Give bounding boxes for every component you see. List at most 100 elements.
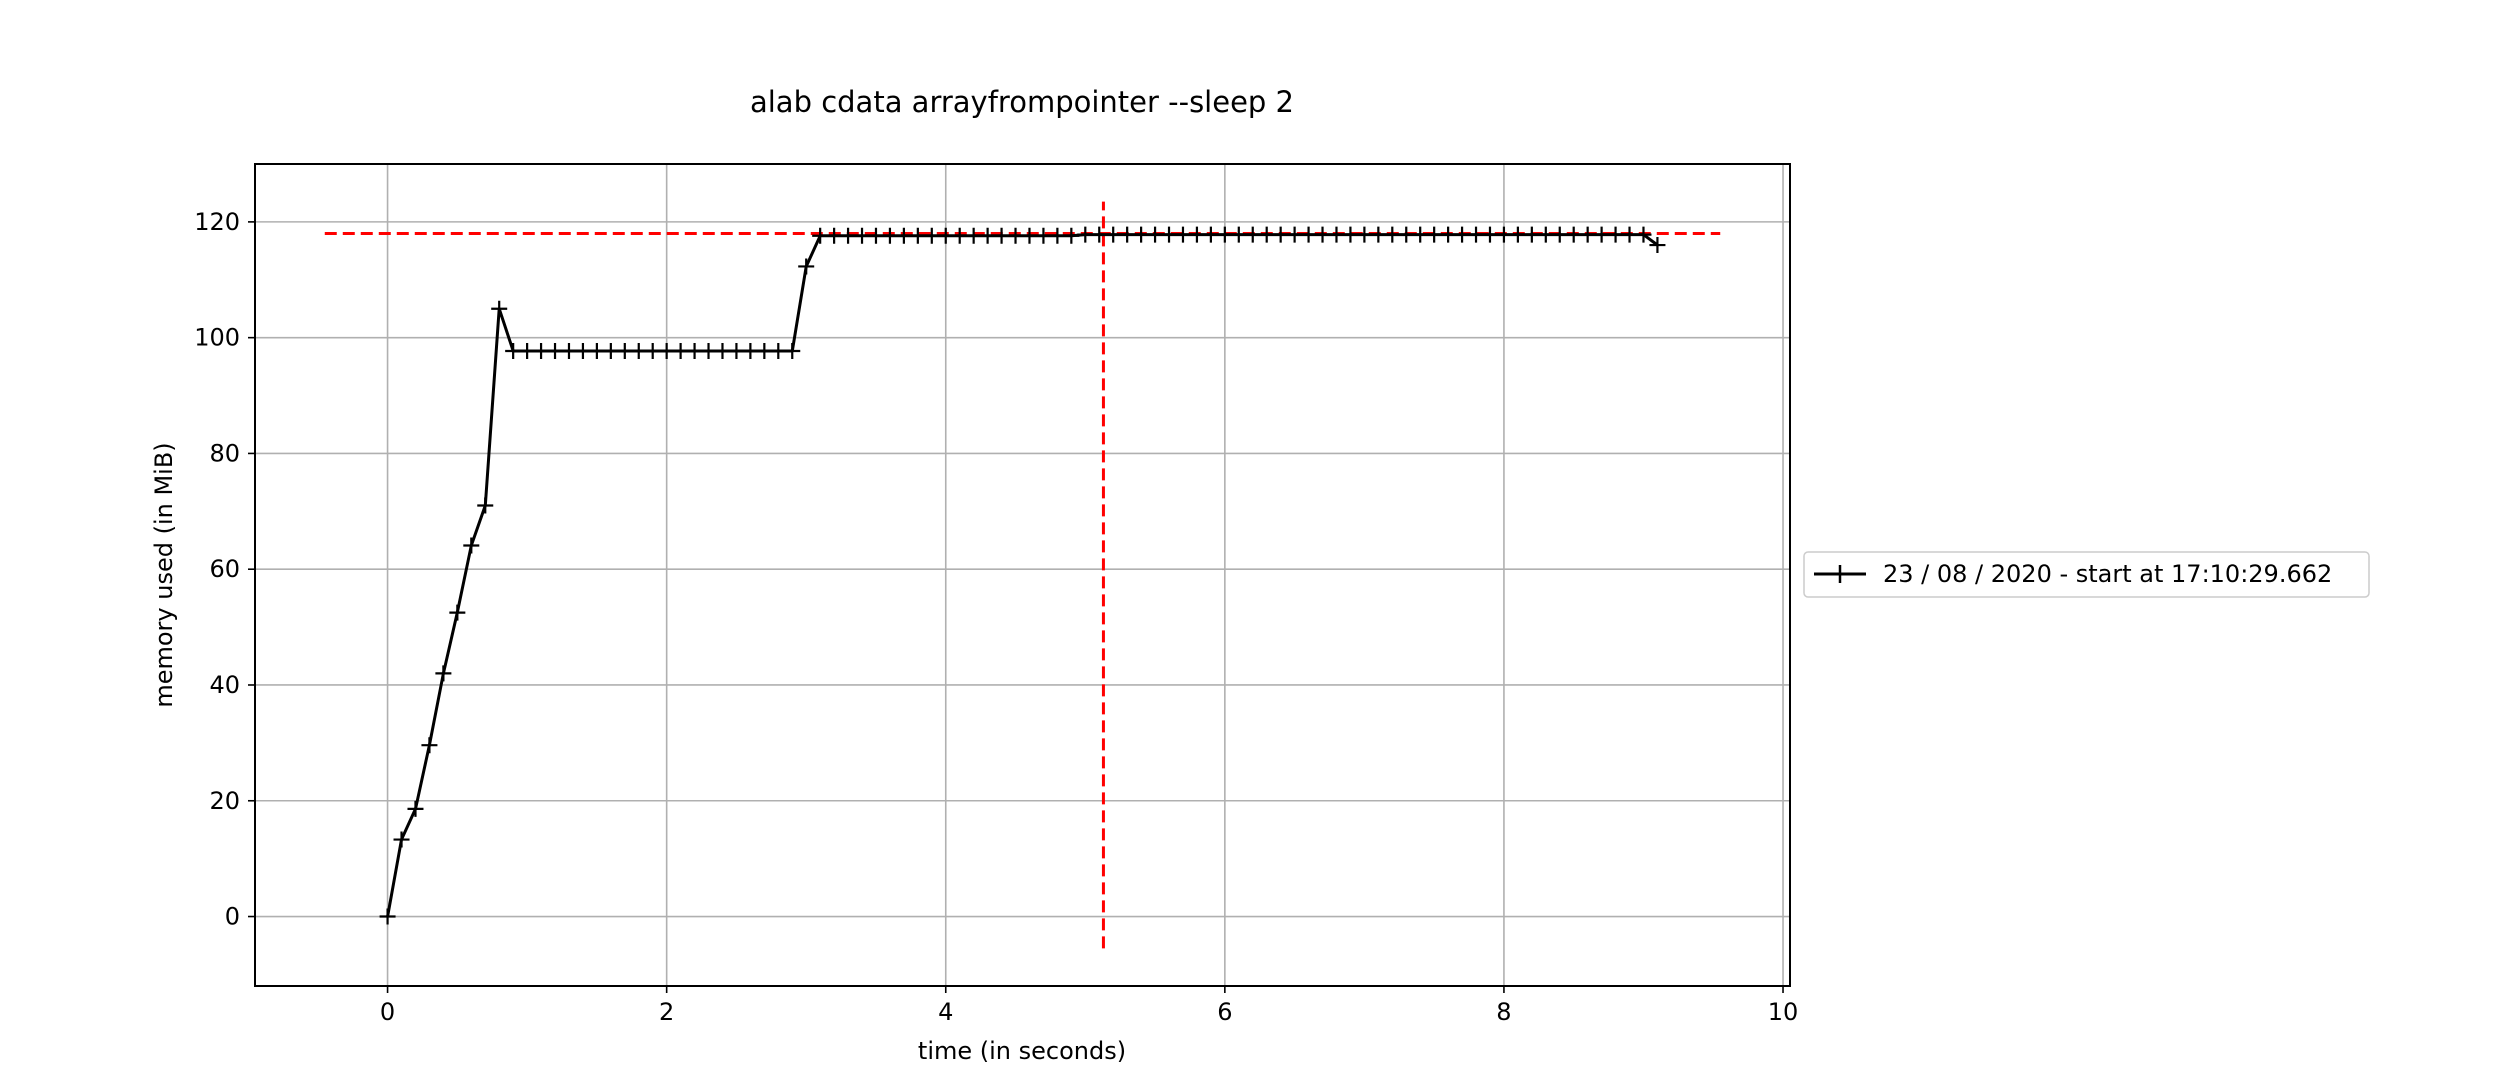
data-point-marker [770,342,787,359]
data-point-marker [1119,226,1136,243]
data-point-marker [1091,226,1108,243]
y-tick-label: 60 [209,555,240,583]
data-point-marker [1635,226,1652,243]
data-point-marker [1244,226,1261,243]
data-point-marker [1286,226,1303,243]
data-point-marker [616,342,633,359]
data-point-marker [1454,226,1471,243]
data-point-marker [379,908,396,925]
data-point-marker [588,342,605,359]
data-point-marker [407,800,424,817]
data-point-marker [881,227,898,244]
data-point-marker [602,342,619,359]
grid-lines [255,164,1790,986]
legend-box [1803,551,2370,598]
y-tick-label: 100 [194,324,240,352]
data-point-marker [1328,226,1345,243]
data-point-marker [1063,227,1080,244]
data-point-marker [1174,226,1191,243]
data-point-marker [1649,237,1666,254]
data-point-marker [1021,227,1038,244]
data-point-marker [867,227,884,244]
data-point-marker [854,227,871,244]
data-point-marker [1495,226,1512,243]
y-axis-label: memory used (in MiB) [150,442,178,707]
y-tick-label: 40 [209,671,240,699]
data-point-marker [826,227,843,244]
data-point-marker [923,227,940,244]
data-point-marker [435,665,452,682]
data-point-marker [463,537,480,554]
data-point-marker [672,342,689,359]
data-point-marker [421,737,438,754]
data-point-marker [1440,226,1457,243]
data-point-marker [1300,226,1317,243]
data-point-marker [1342,226,1359,243]
data-point-marker [895,227,912,244]
x-tick-label: 10 [1768,998,1799,1026]
data-point-marker [979,227,996,244]
data-point-marker [1537,226,1554,243]
data-point-marker [547,342,564,359]
data-point-marker [1202,226,1219,243]
data-point-marker [756,342,773,359]
data-point-marker [644,342,661,359]
data-point-marker [393,831,410,848]
data-point-marker [1105,226,1122,243]
data-point-marker [993,227,1010,244]
data-point-marker [1398,226,1415,243]
data-point-marker [714,342,731,359]
data-point-marker [658,342,675,359]
data-point-marker [1133,226,1150,243]
data-point-marker [1007,227,1024,244]
x-tick-label: 0 [380,998,395,1026]
data-point-marker [965,227,982,244]
x-tick-label: 8 [1496,998,1511,1026]
data-point-marker [1230,226,1247,243]
data-point-marker [1523,226,1540,243]
reference-lines [324,201,1721,949]
x-tick-label: 6 [1217,998,1232,1026]
data-point-marker [1468,226,1485,243]
data-point-marker [1481,226,1498,243]
data-point-marker [909,227,926,244]
plot-area-frame [254,163,1791,987]
y-tick-label: 20 [209,787,240,815]
data-point-marker [519,342,536,359]
x-axis-label: time (in seconds) [918,1037,1126,1065]
data-point-marker [1147,226,1164,243]
data-point-marker [533,342,550,359]
data-point-marker [1188,226,1205,243]
data-point-marker [1412,226,1429,243]
series-markers [379,226,1666,925]
data-point-marker [477,497,494,514]
data-point-marker [840,227,857,244]
data-point-marker [1426,226,1443,243]
data-point-marker [1551,226,1568,243]
data-point-marker [742,342,759,359]
data-point-marker [1384,226,1401,243]
data-point-marker [1621,226,1638,243]
data-point-marker [1579,226,1596,243]
data-point-marker [505,342,522,359]
y-tick-label: 0 [225,903,240,931]
data-point-marker [798,258,815,275]
data-point-marker [574,342,591,359]
data-point-marker [630,342,647,359]
x-tick-label: 4 [938,998,953,1026]
data-point-marker [1565,226,1582,243]
legend: 23 / 08 / 2020 - start at 17:10:29.662 [1803,551,2370,598]
y-tick-label: 80 [209,439,240,467]
data-point-marker [1356,226,1373,243]
data-point-marker [449,604,466,621]
y-tick-label: 120 [194,208,240,236]
data-point-marker [1049,227,1066,244]
legend-label: 23 / 08 / 2020 - start at 17:10:29.662 [1883,560,2332,588]
data-point-marker [937,227,954,244]
chart-title: alab cdata arrayfrompointer --sleep 2 [750,85,1294,119]
data-point-marker [784,342,801,359]
data-point-marker [1161,226,1178,243]
data-point-marker [1035,227,1052,244]
